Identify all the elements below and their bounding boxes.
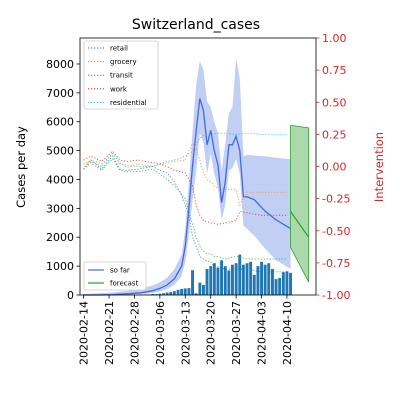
cases-bar [274, 279, 278, 295]
legend-label-work: work [110, 85, 128, 93]
y2-tick-label: 0.00 [322, 161, 347, 174]
intervention-line-retail [83, 155, 287, 273]
cases-bar [202, 284, 205, 295]
cases-bar [241, 264, 245, 295]
cases-bar [191, 270, 194, 295]
cases-bar [198, 282, 202, 295]
y2-tick-label: -1.00 [322, 289, 350, 302]
y-tick-label: 7000 [46, 87, 74, 100]
x-tick-label: 2020-02-14 [78, 301, 91, 365]
cases-bar [252, 274, 256, 295]
cases-bar [169, 292, 173, 295]
legend-top-box [83, 40, 159, 110]
so-far-line [83, 98, 291, 296]
cases-bar [245, 263, 249, 295]
cases-bar [151, 294, 155, 295]
forecast-band [290, 124, 310, 283]
intervention-line-residential [83, 132, 287, 168]
y-tick-label: 6000 [46, 116, 74, 129]
cases-bar [281, 272, 285, 295]
cases-bar [289, 272, 292, 295]
x-tick-label: 2020-04-03 [256, 301, 269, 365]
cases-bar [180, 288, 184, 295]
legend-label-grocery: grocery [110, 58, 137, 66]
intervention-line-transit [83, 157, 287, 260]
cases-bar [154, 294, 158, 295]
y2-tick-label: 0.50 [322, 96, 347, 109]
cases-bar [278, 278, 282, 295]
intervention-line-grocery [83, 142, 287, 207]
cases-bar [187, 288, 191, 295]
y-tick-label: 3000 [46, 202, 74, 215]
cases-bar [223, 266, 227, 295]
y-tick-label: 8000 [46, 58, 74, 71]
cases-bar [158, 293, 162, 295]
x-tick-label: 2020-02-21 [103, 301, 116, 365]
cases-bar [256, 266, 260, 295]
y2-tick-label: -0.75 [322, 257, 350, 270]
cases-bar [162, 293, 165, 295]
cases-bar [176, 289, 180, 295]
cases-bar [267, 263, 271, 295]
cases-bar [220, 260, 223, 295]
y2-tick-label: 0.25 [322, 128, 347, 141]
so-far-band [83, 58, 291, 296]
x-tick-label: 2020-03-13 [179, 301, 192, 365]
y-axis-label: Cases per day [14, 126, 28, 208]
y-tick-label: 1000 [46, 260, 74, 273]
y-tick-label: 4000 [46, 173, 74, 186]
cases-bar [183, 288, 187, 295]
cases-bar [231, 264, 234, 295]
y-tick-label: 2000 [46, 231, 74, 244]
cases-bar [285, 271, 289, 295]
plot-area: 0 1000 2000 3000 4000 5000 6000 7000 8000 -1.00 -0… [46, 32, 350, 365]
x-tick-label: 2020-03-06 [154, 301, 167, 365]
x-tick-label: 2020-04-10 [281, 301, 294, 365]
y2-axis-label: Intervention [372, 132, 386, 202]
x-tick-label: 2020-02-28 [129, 301, 142, 365]
x-tick-label: 2020-03-27 [230, 301, 243, 365]
cases-bar [165, 292, 169, 295]
cases-bar [209, 266, 213, 295]
intervention-line-work [83, 150, 287, 225]
legend-label-forecast: forecast [110, 280, 139, 288]
cases-bar [205, 269, 209, 295]
legend-label-so-far: so far [110, 267, 130, 275]
cases-bar [194, 293, 198, 295]
cases-bar [263, 264, 267, 295]
y2-tick-label: -0.50 [322, 225, 350, 238]
cases-bar [271, 269, 274, 295]
y2-tick-label: -0.25 [322, 193, 350, 206]
cases-bar [249, 261, 253, 295]
cases-bar [234, 263, 238, 295]
x-tick-label: 2020-03-20 [205, 301, 218, 365]
cases-bar [212, 263, 216, 295]
cases-bar [172, 291, 176, 295]
cases-bar [227, 270, 231, 295]
legend-label-residential: residential [110, 99, 147, 107]
chart-title: Switzerland_cases [132, 17, 260, 33]
y-tick-label: 5000 [46, 145, 74, 158]
legend-label-retail: retail [110, 45, 128, 53]
cases-bar [238, 254, 242, 295]
forecast-line [290, 211, 310, 238]
legend-label-transit: transit [110, 72, 133, 80]
cases-bar [260, 261, 263, 295]
y2-tick-label: 0.75 [322, 64, 347, 77]
cases-bar [216, 267, 220, 295]
y-tick-label: 0 [67, 289, 74, 302]
y2-tick-label: 1.00 [322, 32, 347, 45]
